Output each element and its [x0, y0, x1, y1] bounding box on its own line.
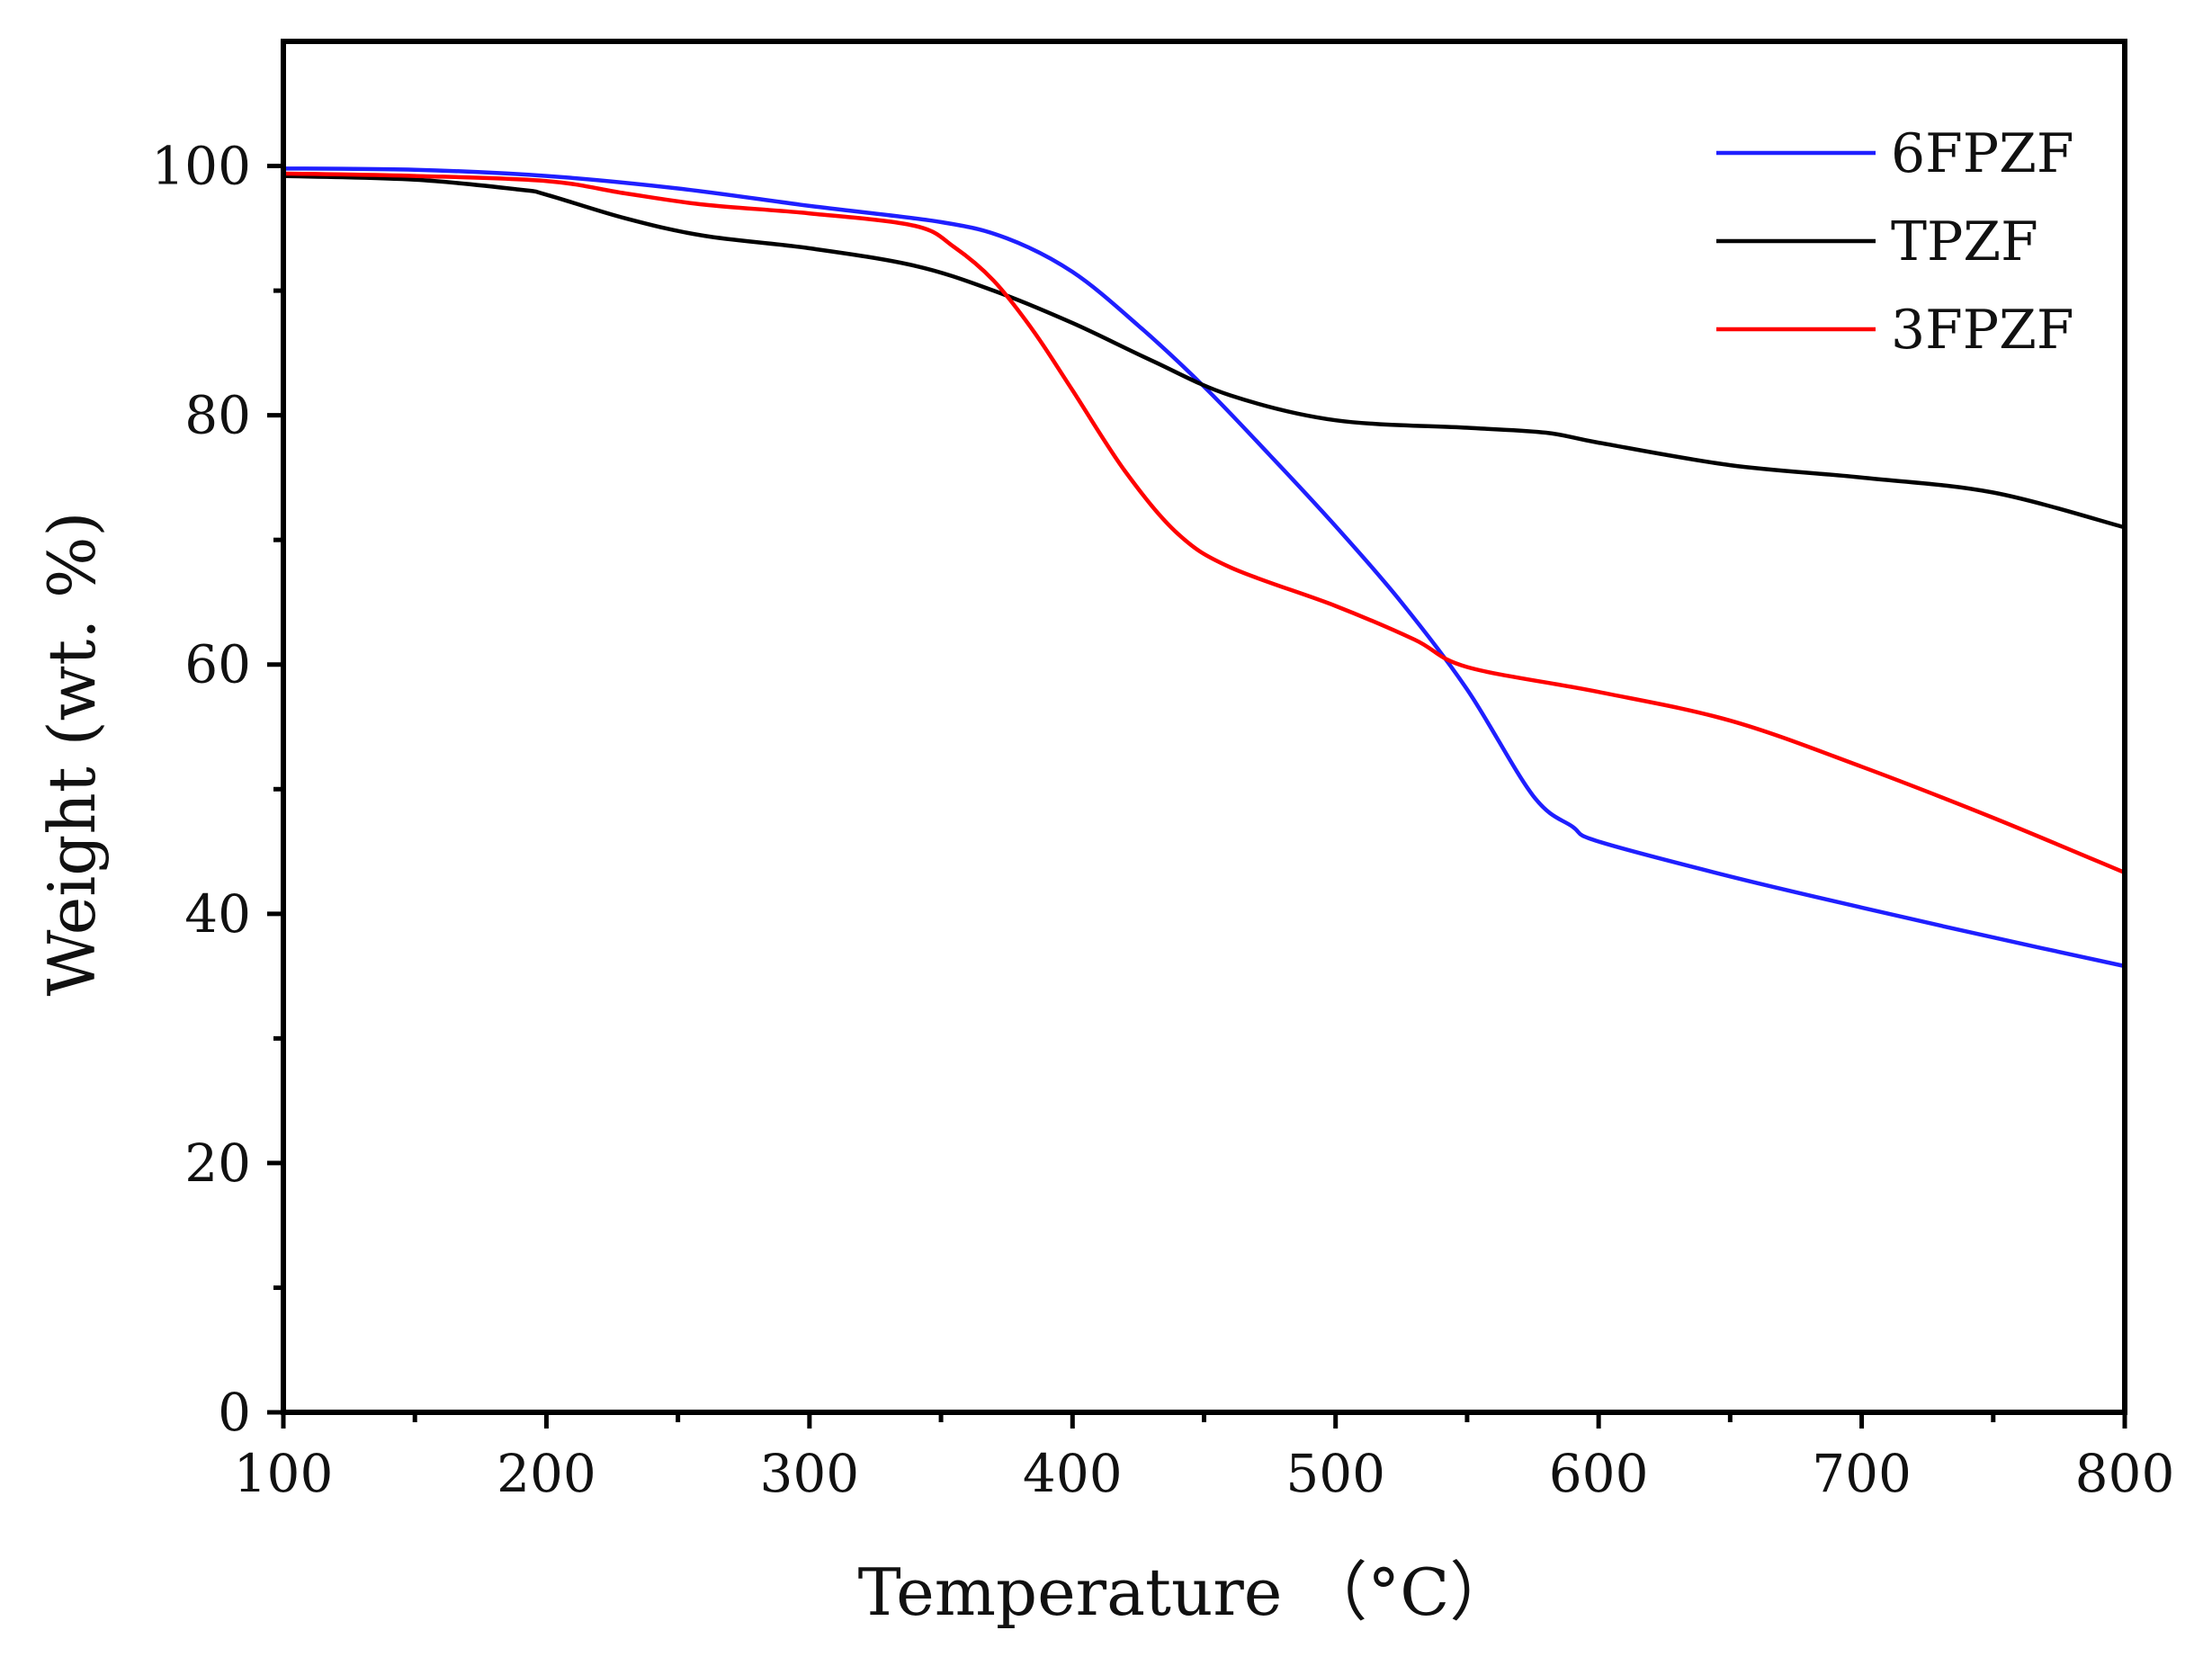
y-tick-label: 80 — [184, 385, 251, 446]
x-tick-label: 400 — [1023, 1443, 1123, 1504]
y-axis: 0 20 40 60 80 100 — [151, 136, 283, 1443]
x-tick-label: 700 — [1812, 1443, 1912, 1504]
x-tick-label: 600 — [1549, 1443, 1649, 1504]
y-tick-label: 40 — [184, 883, 251, 945]
legend-label-tpzf: TPZF — [1891, 210, 2038, 273]
x-tick-label: 100 — [234, 1443, 334, 1504]
x-axis-title: Temperature （°C） — [858, 1554, 1515, 1630]
y-tick-label: 100 — [151, 136, 251, 197]
legend-label-6fpzf: 6FPZF — [1891, 122, 2074, 185]
plot-frame — [281, 39, 2127, 1415]
x-tick-label: 300 — [759, 1443, 859, 1504]
x-tick-label: 500 — [1285, 1443, 1385, 1504]
y-tick-label: 60 — [184, 634, 251, 695]
series-line-tpzf — [281, 174, 2127, 530]
x-tick-label: 200 — [497, 1443, 596, 1504]
x-axis: 100 200 300 400 500 600 700 800 — [234, 1412, 2175, 1504]
y-tick-label: 0 — [218, 1382, 251, 1443]
series-line-6fpzf — [281, 166, 2127, 969]
y-tick-label: 20 — [184, 1133, 251, 1194]
legend-label-3fpzf: 3FPZF — [1891, 299, 2074, 362]
series-line-3fpzf — [281, 171, 2127, 875]
x-tick-label: 800 — [2075, 1443, 2175, 1504]
plot-lines — [281, 166, 2127, 969]
y-axis-title: Weight (wt. %) — [34, 512, 110, 997]
legend: 6FPZF TPZF 3FPZF — [1716, 122, 2074, 362]
